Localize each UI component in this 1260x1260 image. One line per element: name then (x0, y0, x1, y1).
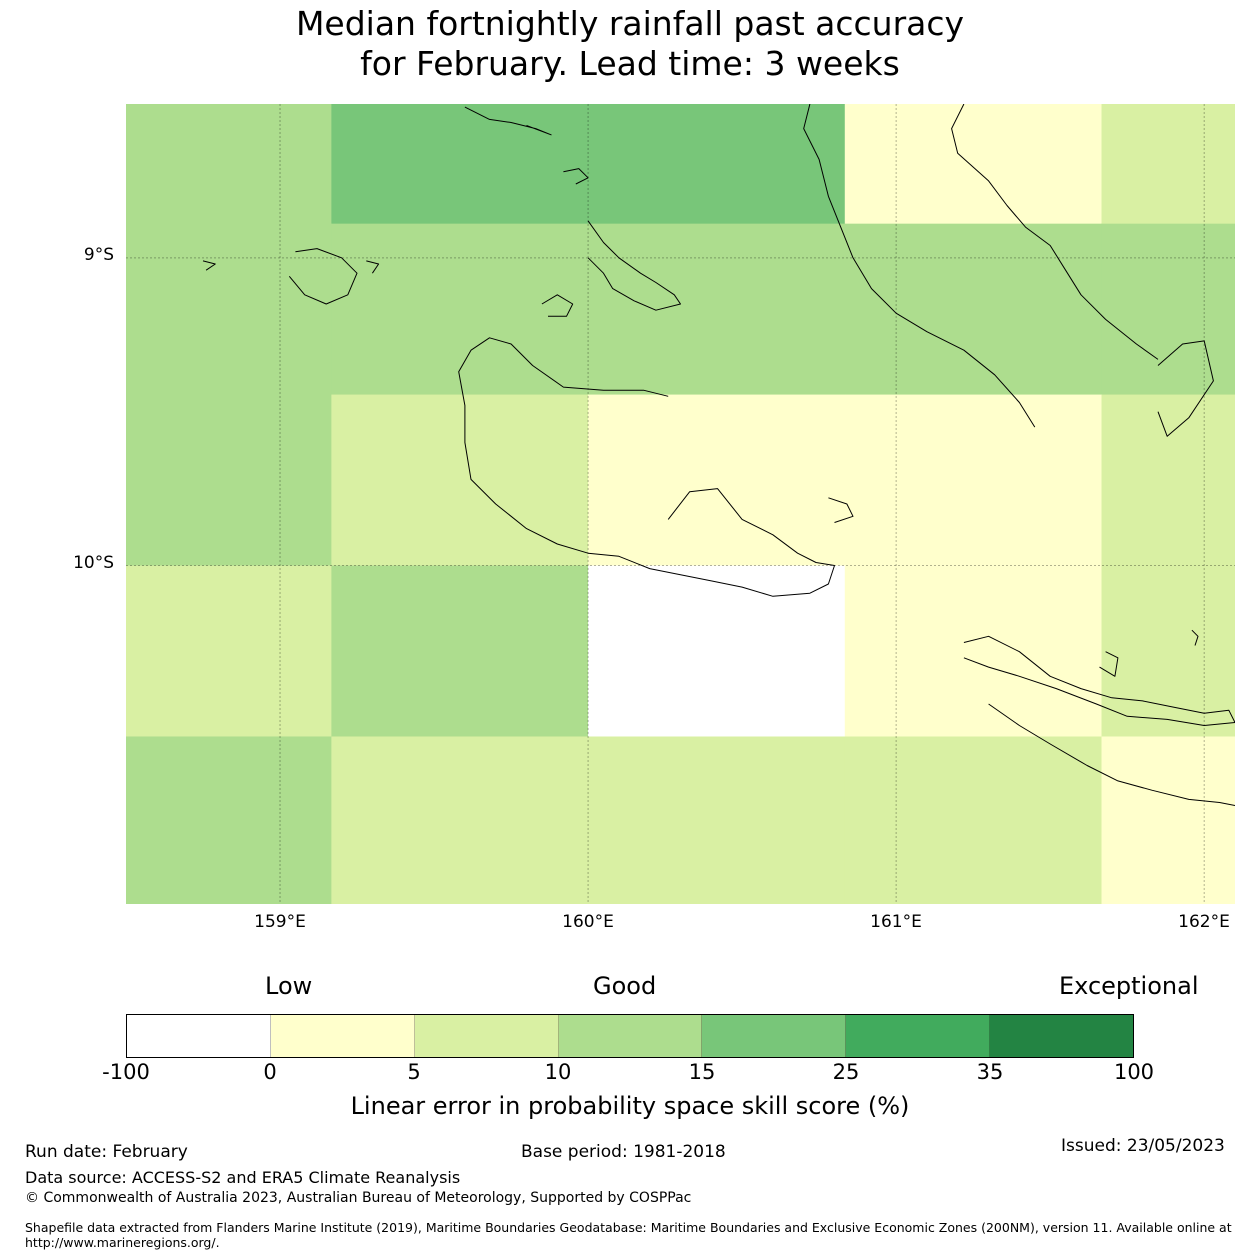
lon-label-160e: 160°E (562, 912, 614, 932)
grid-cell (126, 736, 332, 904)
grid-cell (588, 104, 846, 225)
coastline (828, 497, 854, 523)
grid-cell (844, 223, 1103, 396)
coastline (963, 635, 1235, 726)
grid-cell (844, 565, 1103, 737)
shapefile-credit-line-1: Shapefile data extracted from Flanders M… (25, 1220, 1232, 1235)
colorbar-segment-1 (270, 1015, 415, 1057)
colorbar-segment-4 (702, 1015, 847, 1057)
run-date: Run date: February (25, 1142, 188, 1162)
colorbar-label: Linear error in probability space skill … (350, 1092, 910, 1120)
colorbar (126, 1014, 1134, 1058)
grid-cell (331, 565, 589, 737)
lon-label-159e: 159°E (254, 912, 306, 932)
colorbar-tick: 5 (407, 1060, 421, 1084)
graticule-layer (126, 104, 1235, 904)
coastline (366, 260, 380, 274)
grid-cell (126, 223, 332, 396)
lon-label-161e: 161°E (870, 912, 922, 932)
grid-cell (126, 104, 332, 225)
title-line-1: Median fortnightly rainfall past accurac… (295, 4, 965, 43)
grid-cell (844, 736, 1103, 904)
grid-cell (844, 104, 1103, 225)
grid-cell (331, 104, 589, 225)
title-line-2: for February. Lead time: 3 weeks (360, 44, 900, 83)
grid-cell (331, 394, 589, 567)
grid-cell (1101, 394, 1235, 567)
grid-cell (331, 223, 589, 396)
grid-cells-layer (126, 104, 1235, 904)
legend-header-good: Good (593, 972, 657, 1000)
data-source: Data source: ACCESS-S2 and ERA5 Climate … (25, 1168, 461, 1187)
lat-label-10s: 10°S (73, 553, 114, 573)
coastline (1157, 340, 1214, 437)
colorbar-segment-5 (846, 1015, 991, 1057)
copyright-notice: © Commonwealth of Australia 2023, Austra… (25, 1190, 692, 1206)
grid-cell (1101, 104, 1235, 225)
grid-cell (1101, 565, 1235, 737)
colorbar-tick: 100 (1113, 1060, 1155, 1084)
colorbar-tick: 35 (976, 1060, 1004, 1084)
coastline (458, 337, 835, 597)
coastline (1191, 629, 1199, 646)
colorbar-tick: 15 (688, 1060, 716, 1084)
lon-label-162e: 162°E (1178, 912, 1230, 932)
grid-cell (126, 565, 332, 737)
coastline (541, 294, 574, 317)
coastline (988, 703, 1235, 806)
colorbar-tick: 0 (263, 1060, 277, 1084)
colorbar-segment-0 (127, 1015, 271, 1057)
legend-header-exceptional: Exceptional (1059, 972, 1199, 1000)
skill-score-map[interactable] (126, 104, 1235, 904)
grid-cell (844, 394, 1103, 567)
chart-title: Median fortnightly rainfall past accurac… (0, 4, 1260, 84)
grid-cell (331, 736, 589, 904)
issued-date: Issued: 23/05/2023 (1061, 1136, 1225, 1156)
grid-cell (1101, 736, 1235, 904)
coastline (288, 248, 358, 305)
grid-cell (588, 736, 846, 904)
colorbar-tick: 25 (832, 1060, 860, 1084)
colorbar-tick: -100 (102, 1060, 150, 1084)
grid-cell (588, 394, 846, 567)
coastline (1099, 651, 1119, 677)
colorbar-tick: 10 (544, 1060, 572, 1084)
colorbar-segment-6 (990, 1015, 1134, 1057)
grid-cell (588, 565, 846, 737)
colorbar-segment-3 (558, 1015, 703, 1057)
colorbar-segment-2 (414, 1015, 559, 1057)
grid-cell (588, 223, 846, 396)
legend-header-low: Low (265, 972, 313, 1000)
lat-label-9s: 9°S (83, 245, 114, 265)
coastline (563, 168, 589, 185)
grid-cell (1101, 223, 1235, 396)
coastline-layer (202, 104, 1235, 806)
grid-cell (126, 394, 332, 567)
coastline (803, 104, 1036, 428)
base-period: Base period: 1981-2018 (521, 1142, 726, 1162)
coastline (464, 106, 552, 136)
coastline (951, 104, 1159, 360)
coastline (587, 220, 681, 311)
coastline (202, 260, 216, 271)
shapefile-credit-line-2: http://www.marineregions.org/. (25, 1235, 220, 1250)
